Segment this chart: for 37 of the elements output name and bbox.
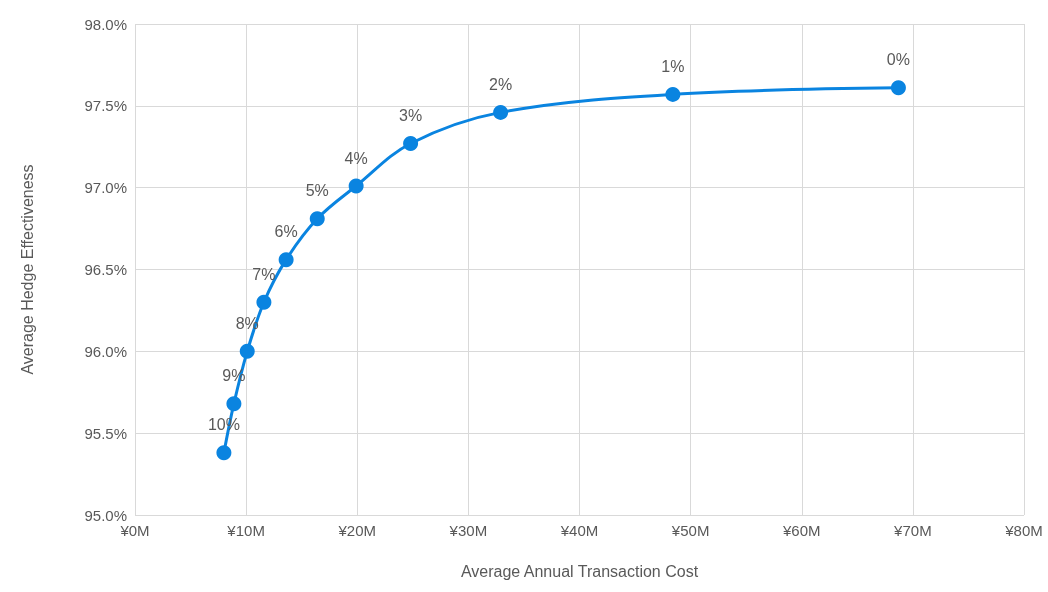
annotation: 3% <box>399 106 423 124</box>
x-tick-label: ¥50M <box>670 522 710 539</box>
point <box>890 80 906 96</box>
x-tick-label: ¥80M <box>1004 522 1043 539</box>
x-tick-label: ¥60M <box>781 522 821 539</box>
point <box>348 178 364 194</box>
annotation: 7% <box>252 265 276 283</box>
point <box>256 294 272 310</box>
y-tick-label: 95.0% <box>84 506 127 524</box>
point <box>239 343 255 359</box>
annotation: 4% <box>344 149 368 167</box>
point <box>216 445 232 461</box>
y-tick-label: 96.5% <box>84 261 127 278</box>
y-tick-label: 97.0% <box>84 179 127 197</box>
point <box>226 396 242 412</box>
x-tick-label: ¥10M <box>226 522 265 539</box>
annotation: 0% <box>886 51 910 69</box>
annotation: 6% <box>274 223 298 241</box>
y-tick-label: 98.0% <box>84 15 127 33</box>
y-tick-label: 97.5% <box>84 97 127 115</box>
x-tick-label: ¥30M <box>448 522 488 539</box>
annotation: 2% <box>489 75 513 93</box>
x-tick-label: ¥20M <box>337 522 377 539</box>
x-tick-label: ¥70M <box>893 522 932 539</box>
point <box>493 104 509 120</box>
annotation: 1% <box>661 57 685 75</box>
x-axis-title: Average Annual Transaction Cost <box>460 562 699 580</box>
x-tick-label: ¥0M <box>119 522 150 539</box>
point <box>665 86 681 102</box>
point <box>403 135 419 151</box>
point <box>278 252 294 268</box>
y-axis-title: Average Hedge Effectiveness <box>18 164 36 375</box>
y-tick-label: 96.0% <box>84 342 127 360</box>
x-tick-label: ¥40M <box>559 522 599 539</box>
annotation: 5% <box>305 182 329 200</box>
point <box>309 211 325 227</box>
y-tick-label: 95.5% <box>84 424 127 442</box>
